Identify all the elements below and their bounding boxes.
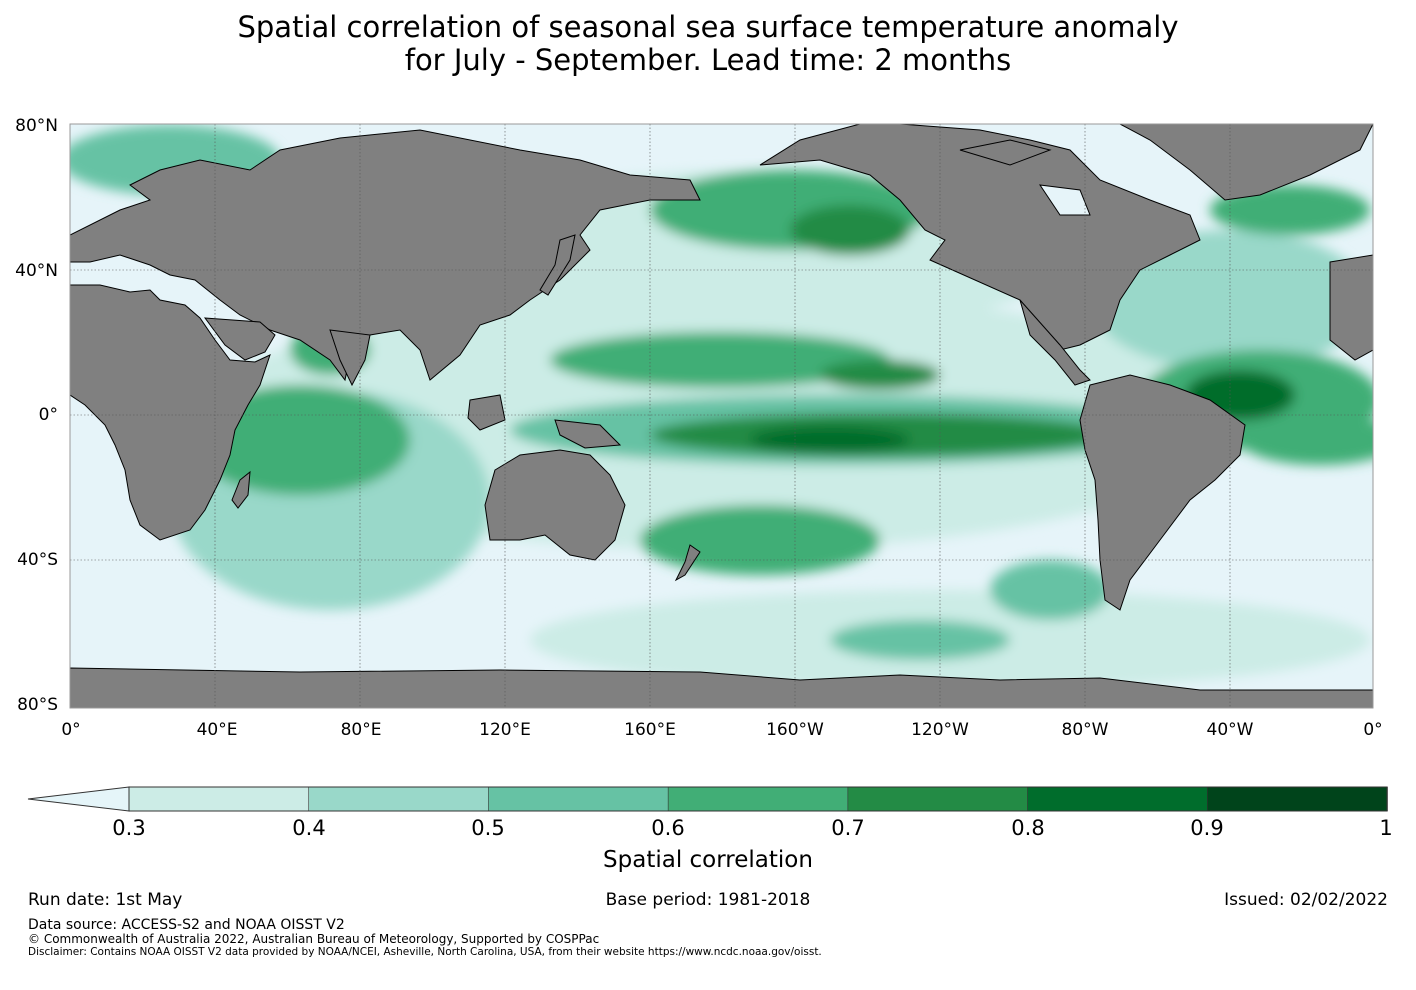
colorbar-segment (1027, 786, 1209, 812)
colorbar-segment (847, 786, 1029, 812)
landmass-arctic-islands (959, 139, 1052, 166)
colorbar-tick-0-4: 0.4 (292, 816, 326, 840)
landmass-japan (539, 234, 576, 296)
colorbar-tick-0-3: 0.3 (112, 816, 146, 840)
landmass-antarctica (70, 667, 1373, 708)
colorbar-tick-0-8: 0.8 (1011, 816, 1045, 840)
copyright-notice: © Commonwealth of Australia 2022, Austra… (28, 932, 600, 946)
lon-tick-40e: 40°E (196, 720, 238, 740)
colorbar-label: Spatial correlation (603, 847, 813, 873)
base-period: Base period: 1981-2018 (605, 890, 811, 910)
landmass-new-zealand (674, 544, 701, 582)
lon-tick-160e: 160°E (624, 720, 676, 740)
landmass-madagascar (231, 470, 251, 509)
landmass-australia (484, 449, 626, 561)
lon-tick-0-left: 0° (61, 720, 81, 740)
colorbar-tick-0-7: 0.7 (831, 816, 865, 840)
lon-tick-120w: 120°W (911, 720, 969, 740)
landmass-borneo (467, 394, 506, 431)
colorbar-tick-0-5: 0.5 (471, 816, 505, 840)
lon-tick-80w: 80°W (1061, 720, 1109, 740)
colorbar-segment (488, 786, 669, 812)
lon-tick-120e: 120°E (479, 720, 531, 740)
lat-tick-40n: 40°N (15, 261, 58, 281)
landmass-central-america (1019, 299, 1091, 386)
landmass-india (329, 329, 371, 387)
land-masses (70, 124, 1373, 708)
chart-title-line-2: for July - September. Lead time: 2 month… (404, 43, 1012, 77)
colorbar-segment (667, 786, 849, 812)
colorbar-segment (308, 786, 490, 812)
landmass-eurasia (70, 129, 701, 382)
landmass-greenland (1119, 124, 1373, 201)
lat-tick-equator: 0° (38, 405, 58, 425)
issued-date: Issued: 02/02/2022 (1224, 890, 1388, 910)
data-source: Data source: ACCESS-S2 and NOAA OISST V2 (28, 917, 345, 933)
landmass-hudson-bay-water (1038, 184, 1091, 216)
lon-tick-40w: 40°W (1206, 720, 1254, 740)
chart-title-line-1: Spatial correlation of seasonal sea surf… (237, 10, 1179, 44)
lat-tick-40s: 40°S (17, 550, 58, 570)
run-date: Run date: 1st May (28, 890, 183, 910)
colorbar-frame (128, 786, 1388, 812)
colorbar-segment (128, 786, 310, 812)
colorbar-tick-1: 1 (1379, 816, 1393, 840)
colorbar-tick-0-6: 0.6 (651, 816, 685, 840)
colorbar-tick-0-9: 0.9 (1190, 816, 1224, 840)
landmass-new-guinea (554, 419, 622, 449)
colorbar-extend-arrow (27, 786, 130, 812)
map-frame (69, 123, 1374, 709)
graticule (70, 124, 1373, 708)
lon-tick-160w: 160°W (766, 720, 824, 740)
landmass-arabia (203, 317, 276, 361)
colorbar-segment (1206, 786, 1388, 812)
disclaimer: Disclaimer: Contains NOAA OISST V2 data … (28, 946, 822, 958)
landmass-north-america (759, 124, 1201, 351)
landmass-europe-west-edge (1329, 254, 1373, 361)
lon-tick-0-right: 0° (1363, 720, 1383, 740)
lat-tick-80s: 80°S (17, 695, 58, 715)
landmass-africa (70, 284, 271, 541)
lat-tick-80n: 80°N (15, 116, 58, 136)
lon-tick-80e: 80°E (340, 720, 382, 740)
